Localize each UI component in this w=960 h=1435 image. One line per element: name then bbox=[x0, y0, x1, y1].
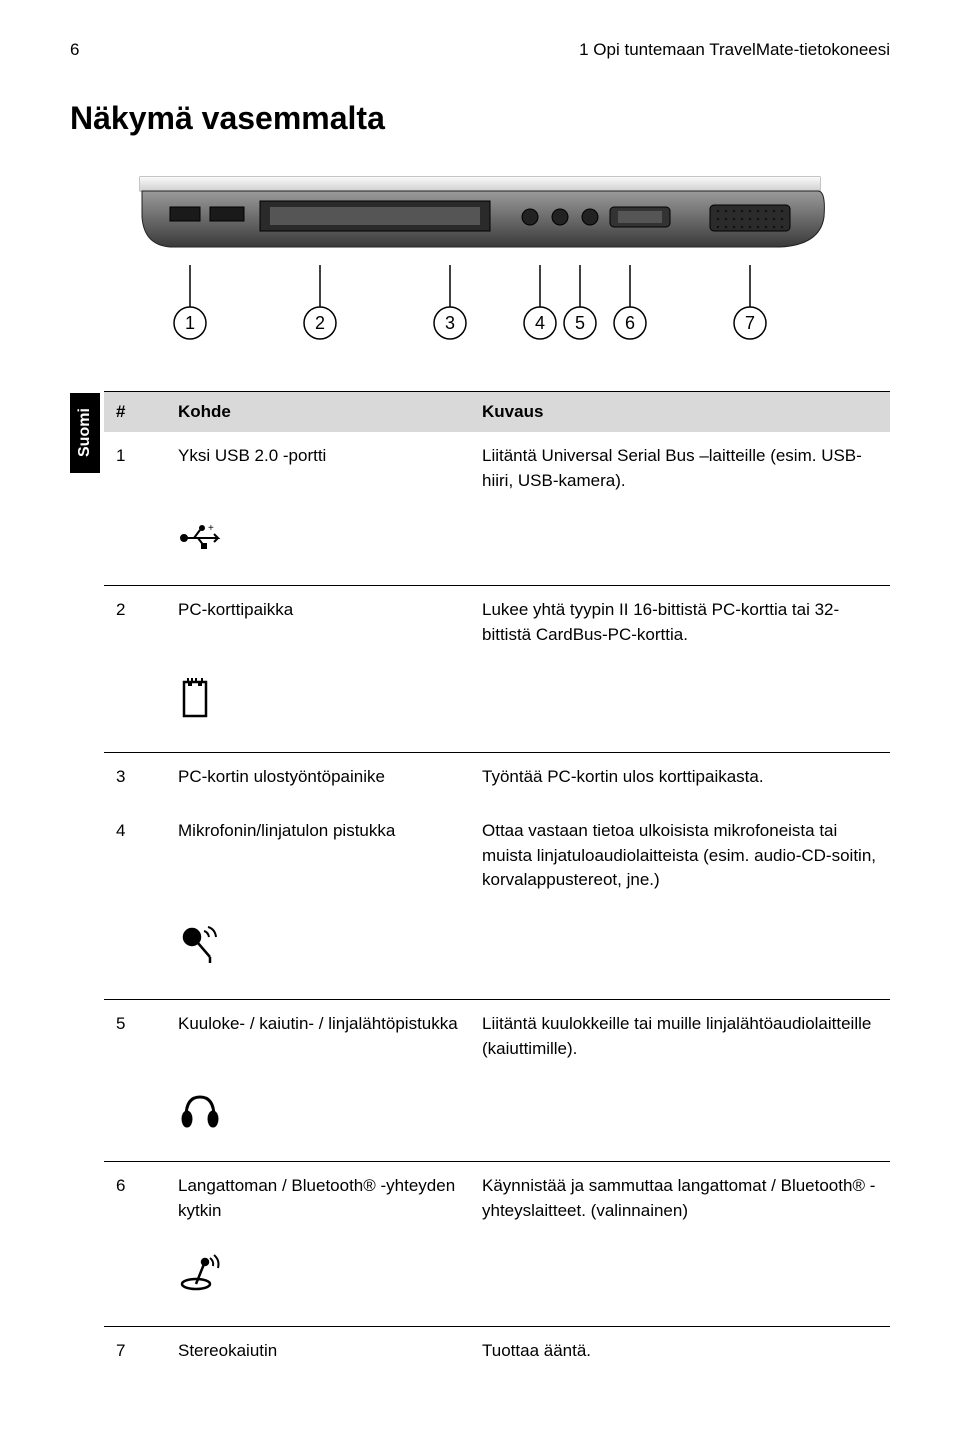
svg-text:4: 4 bbox=[535, 313, 545, 333]
language-tab: Suomi bbox=[70, 393, 100, 473]
table-row: 7StereokaiutinTuottaa ääntä. bbox=[104, 1327, 890, 1382]
ports-table: 3PC-kortin ulostyöntöpainikeTyöntää PC-k… bbox=[104, 752, 890, 986]
row-description: Liitäntä Universal Serial Bus –laitteill… bbox=[470, 432, 890, 511]
row-description: Liitäntä kuulokkeille tai muille linjalä… bbox=[470, 1000, 890, 1079]
table-row: 5Kuuloke- / kaiutin- / linjalähtöpistukk… bbox=[104, 1000, 890, 1079]
usb-icon: + bbox=[166, 511, 470, 571]
row-label: PC-kortin ulostyöntöpainike bbox=[166, 753, 470, 808]
col-header-desc: Kuvaus bbox=[470, 392, 890, 433]
row-number: 3 bbox=[104, 753, 166, 808]
row-number: 5 bbox=[104, 1000, 166, 1079]
svg-text:3: 3 bbox=[445, 313, 455, 333]
row-description: Työntää PC-kortin ulos korttipaikasta. bbox=[470, 753, 890, 808]
table-row bbox=[104, 911, 890, 985]
svg-text:6: 6 bbox=[625, 313, 635, 333]
ports-table: 5Kuuloke- / kaiutin- / linjalähtöpistukk… bbox=[104, 999, 890, 1147]
table-row bbox=[104, 666, 890, 738]
page-number: 6 bbox=[70, 40, 79, 60]
table-row: + bbox=[104, 511, 890, 571]
callout-row: 1 2 3 4 5 6 7 bbox=[70, 265, 890, 355]
table-row: 4Mikrofonin/linjatulon pistukkaOttaa vas… bbox=[104, 807, 890, 911]
page-title: Näkymä vasemmalta bbox=[70, 100, 890, 137]
row-number: 1 bbox=[104, 432, 166, 511]
wireless-icon bbox=[166, 1242, 470, 1312]
row-number: 7 bbox=[104, 1327, 166, 1382]
table-row: 2PC-korttipaikkaLukee yhtä tyypin II 16-… bbox=[104, 586, 890, 665]
row-label: Langattoman / Bluetooth® -yhteyden kytki… bbox=[166, 1162, 470, 1241]
svg-text:1: 1 bbox=[185, 313, 195, 333]
row-label: Yksi USB 2.0 -portti bbox=[166, 432, 470, 511]
headphone-icon bbox=[166, 1079, 470, 1147]
ports-table: #KohdeKuvaus1Yksi USB 2.0 -porttiLiitänt… bbox=[104, 391, 890, 571]
pccard-icon bbox=[166, 666, 470, 738]
callout-svg: 1 2 3 4 5 6 7 bbox=[130, 265, 830, 355]
ports-table: 6Langattoman / Bluetooth® -yhteyden kytk… bbox=[104, 1161, 890, 1311]
table-row bbox=[104, 1079, 890, 1147]
row-description: Ottaa vastaan tietoa ulkoisista mikrofon… bbox=[470, 807, 890, 911]
product-image bbox=[70, 167, 890, 257]
row-number: 6 bbox=[104, 1162, 166, 1241]
svg-text:7: 7 bbox=[745, 313, 755, 333]
row-label: Kuuloke- / kaiutin- / linjalähtöpistukka bbox=[166, 1000, 470, 1079]
page-root: 6 1 Opi tuntemaan TravelMate-tietokonees… bbox=[0, 0, 960, 1435]
table-section: Suomi #KohdeKuvaus1Yksi USB 2.0 -porttiL… bbox=[70, 391, 890, 1395]
col-header-label: Kohde bbox=[166, 392, 470, 433]
row-description: Lukee yhtä tyypin II 16-bittistä PC-kort… bbox=[470, 586, 890, 665]
svg-text:5: 5 bbox=[575, 313, 585, 333]
row-number: 2 bbox=[104, 586, 166, 665]
row-description: Tuottaa ääntä. bbox=[470, 1327, 890, 1382]
svg-text:2: 2 bbox=[315, 313, 325, 333]
table-row: 6Langattoman / Bluetooth® -yhteyden kytk… bbox=[104, 1162, 890, 1241]
mic-icon bbox=[166, 911, 470, 985]
laptop-side-svg bbox=[130, 167, 830, 257]
table-row bbox=[104, 1242, 890, 1312]
row-description: Käynnistää ja sammuttaa langattomat / Bl… bbox=[470, 1162, 890, 1241]
row-label: Mikrofonin/linjatulon pistukka bbox=[166, 807, 470, 911]
section-title: 1 Opi tuntemaan TravelMate-tietokoneesi bbox=[579, 40, 890, 60]
row-label: PC-korttipaikka bbox=[166, 586, 470, 665]
ports-table: 2PC-korttipaikkaLukee yhtä tyypin II 16-… bbox=[104, 585, 890, 737]
table-row: 1Yksi USB 2.0 -porttiLiitäntä Universal … bbox=[104, 432, 890, 511]
row-number: 4 bbox=[104, 807, 166, 911]
col-header-num: # bbox=[104, 392, 166, 433]
tables-column: #KohdeKuvaus1Yksi USB 2.0 -porttiLiitänt… bbox=[104, 391, 890, 1395]
running-header: 6 1 Opi tuntemaan TravelMate-tietokonees… bbox=[70, 40, 890, 60]
table-header-row: #KohdeKuvaus bbox=[104, 392, 890, 433]
table-row: 3PC-kortin ulostyöntöpainikeTyöntää PC-k… bbox=[104, 753, 890, 808]
svg-text:+: + bbox=[208, 523, 214, 534]
row-label: Stereokaiutin bbox=[166, 1327, 470, 1382]
